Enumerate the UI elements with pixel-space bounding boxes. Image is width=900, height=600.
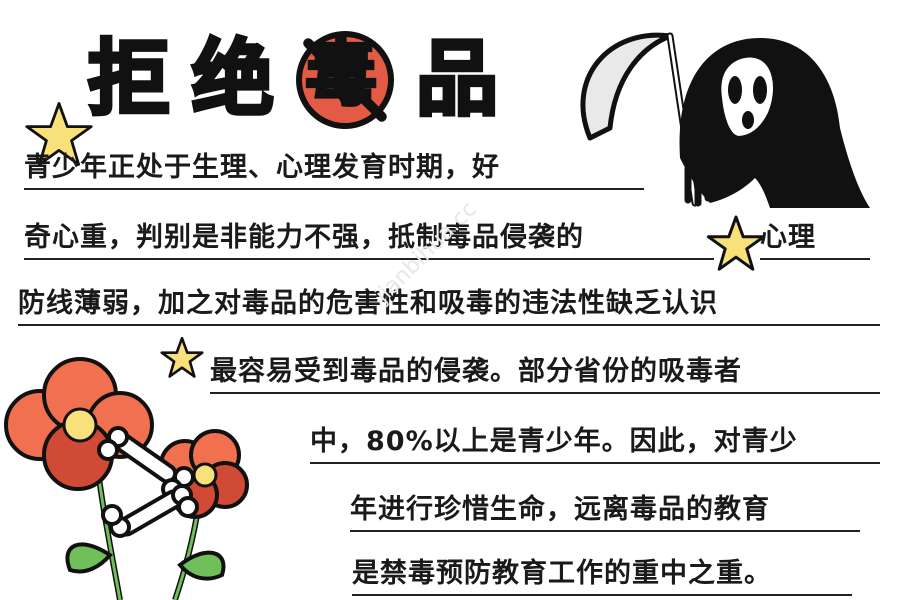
flowers-icon: [4, 357, 249, 600]
star-icon: [25, 102, 93, 166]
text-line-2b: 心理: [760, 218, 870, 260]
poster-title: 拒 绝 毒 品: [86, 30, 500, 130]
title-char-2: 绝: [190, 32, 276, 127]
text-line-1: 青少年正处于生理、心理发育时期，好: [24, 148, 644, 190]
title-char-4: 品: [414, 32, 500, 127]
text-line-2: 奇心重，判别是非能力不强，抵制毒品侵袭的: [24, 218, 714, 260]
bone-icon: [101, 484, 199, 538]
star-icon: [706, 215, 766, 271]
text-line-6: 年进行珍惜生命，远离毒品的教育: [350, 490, 860, 532]
no-sign-icon: 毒: [296, 31, 395, 129]
text-line-3: 防线薄弱，加之对毒品的危害性和吸毒的违法性缺乏认识: [18, 284, 880, 326]
text-line-4: 最容易受到毒品的侵袭。部分省份的吸毒者: [210, 352, 880, 394]
title-char-1: 拒: [86, 32, 172, 127]
text-line-5: 中，80%以上是青少年。因此，对青少: [310, 422, 880, 464]
star-icon: [160, 336, 204, 378]
text-line-7: 是禁毒预防教育工作的重中之重。: [352, 554, 852, 596]
grim-reaper-icon: [580, 32, 870, 208]
bone-icon: [97, 426, 195, 500]
